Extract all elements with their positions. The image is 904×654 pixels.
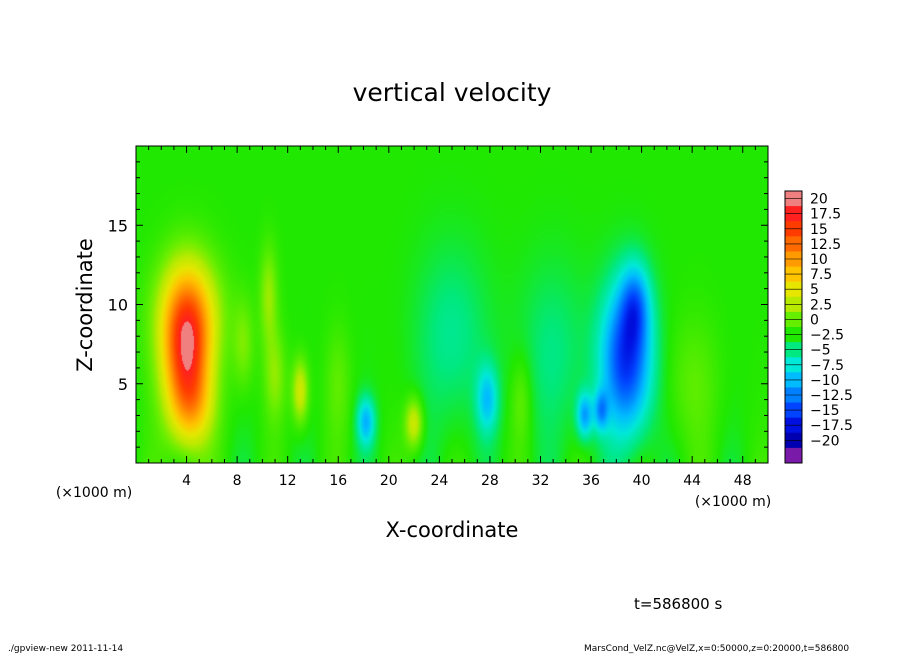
colorbar-label: −15 [810,403,840,419]
x-tick-label: 36 [582,473,600,489]
x-axis: 4 8 12 16 20 24 28 32 36 40 44 48 [135,146,769,489]
x-tick-label: 48 [734,473,752,489]
x-tick-label: 24 [430,473,448,489]
heatmap-field [136,146,768,463]
y-tick-label: 10 [108,296,128,315]
y-axis-label: Z-coordinate [73,238,97,372]
footer-left: ./gpview-new 2011-11-14 [8,644,123,654]
time-label: t=586800 s [634,595,722,613]
colorbar-bin [785,447,802,464]
x-tick-label: 12 [279,473,297,489]
y-axis: 5 10 15 [108,145,768,464]
x-axis-label: X-coordinate [386,518,519,542]
colorbar-label: 5 [810,282,819,298]
x-unit-left: (×1000 m) [56,485,132,501]
x-tick-label: 20 [380,473,398,489]
chart-title: vertical velocity [353,78,552,107]
colorbar-frame [784,190,803,464]
colorbar-label: −12.5 [810,388,853,404]
colorbar-label: 15 [810,222,828,238]
x-tick-label: 44 [683,473,701,489]
x-unit-right: (×1000 m) [695,494,771,510]
colorbar-label: 2.5 [810,297,832,313]
colorbar-label: 7.5 [810,267,832,283]
y-tick-label: 5 [118,375,128,394]
colorbar-label: 17.5 [810,207,841,223]
x-tick-label: 4 [182,473,191,489]
x-tick-label: 40 [633,473,651,489]
colorbar-label: −10 [810,373,840,389]
colorbar-label: 12.5 [810,237,841,253]
y-tick-label: 15 [108,216,128,235]
colorbar: 2017.51512.5107.552.50−2.5−5−7.5−10−12.5… [784,190,853,464]
colorbar-label: −2.5 [810,328,844,344]
footer-right: MarsCond_VelZ.nc@VelZ,x=0:50000,z=0:2000… [584,644,849,654]
x-tick-label: 28 [481,473,499,489]
colorbar-label: −7.5 [810,358,844,374]
colorbar-label: 10 [810,252,828,268]
x-tick-label: 32 [532,473,550,489]
colorbar-label: −17.5 [810,418,853,434]
colorbar-label: −5 [810,343,831,359]
colorbar-label: 20 [810,192,828,208]
colorbar-label: −20 [810,433,840,449]
colorbar-label: 0 [810,312,819,328]
x-tick-label: 16 [329,473,347,489]
x-tick-label: 8 [233,473,242,489]
